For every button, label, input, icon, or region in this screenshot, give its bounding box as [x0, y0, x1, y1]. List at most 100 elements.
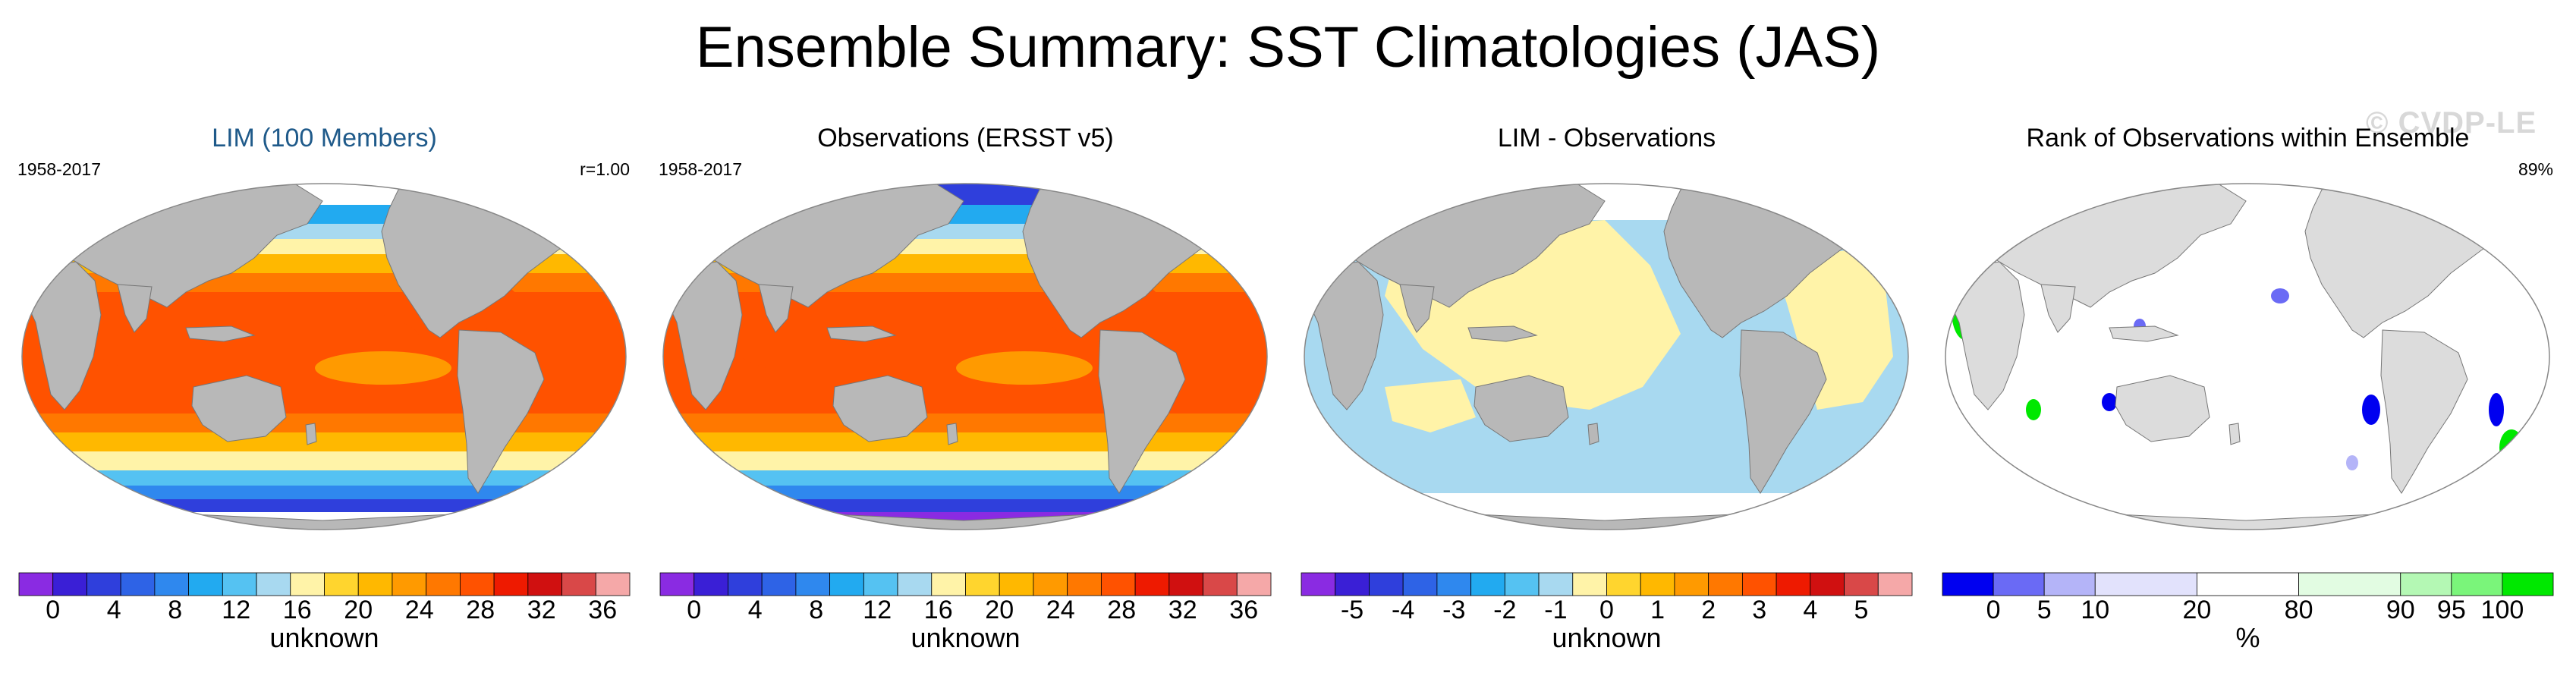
continent-indian-peninsula — [758, 284, 794, 333]
map-outline — [21, 183, 627, 530]
colorbar-swatch — [2043, 572, 2096, 596]
robinson-map — [4, 159, 645, 554]
colorbar-tick-label: 10 — [2081, 596, 2109, 622]
panel-title: LIM - Observations — [1497, 124, 1716, 152]
rank-anomaly — [2346, 455, 2358, 470]
colorbar-swatch — [694, 572, 728, 596]
colorbar-swatch — [1436, 572, 1472, 596]
colorbar: 0 5 10 20 80 90 95 100 — [1942, 572, 2554, 622]
colorbar-tick-label: 16 — [924, 596, 953, 622]
robinson-map — [1304, 183, 1909, 530]
colorbar-swatch — [1402, 572, 1438, 596]
colorbar-swatch — [1708, 572, 1743, 596]
continent-africa — [1948, 261, 2025, 410]
sst-band — [663, 432, 1267, 451]
colorbar-tick-label: 0 — [1986, 596, 2001, 622]
colorbar-tick-label: 3 — [1752, 596, 1766, 622]
sst-band — [663, 499, 1267, 512]
continent-new-zealand — [1587, 423, 1599, 445]
continent-new-zealand — [946, 423, 958, 445]
continent-australia — [1474, 375, 1569, 442]
colorbar-swatch — [527, 572, 562, 596]
colorbar-unit-label: unknown — [911, 622, 1021, 653]
colorbar-swatch — [1100, 572, 1136, 596]
colorbar-swatch — [52, 572, 87, 596]
colorbar-swatch — [86, 572, 121, 596]
continent-indonesia — [826, 325, 897, 342]
colorbar-swatch — [965, 572, 1000, 596]
continent-south-america — [1098, 329, 1186, 494]
colorbar-tick-label: -4 — [1392, 596, 1414, 622]
colorbar-tick-label: 20 — [985, 596, 1014, 622]
colorbar-swatch — [1369, 572, 1404, 596]
map-outline — [1945, 183, 2550, 530]
colorbar-tick-label: 28 — [466, 596, 495, 622]
rank-percent-label: 89% — [2518, 159, 2553, 179]
colorbar-tick-label: 4 — [1803, 596, 1817, 622]
colorbar-tick-label: 5 — [1854, 596, 1868, 622]
colorbar-swatch — [1810, 572, 1845, 596]
correlation-label: r=1.00 — [580, 159, 630, 179]
sst-band — [22, 184, 626, 205]
colorbar-swatch — [18, 572, 54, 596]
colorbar-tick-label: 8 — [809, 596, 823, 622]
sst-band — [663, 413, 1267, 432]
colorbar-swatch — [1606, 572, 1641, 596]
map-outline — [1304, 183, 1909, 530]
sst-band — [22, 499, 626, 512]
continent-africa — [1307, 261, 1384, 410]
colorbar-swatch — [761, 572, 797, 596]
colorbar-swatch — [795, 572, 831, 596]
sst-band — [4, 159, 645, 182]
colorbar-swatch — [1640, 572, 1675, 596]
colorbar-swatch — [659, 572, 695, 596]
colorbar: -5 -4 -3 -2 -1 0 1 2 3 4 5 — [1301, 572, 1913, 622]
panel-observations: Observations (ERSST v5) 1958-2017 0 4 8 12 1… — [645, 121, 1286, 675]
colorbar-swatch — [392, 572, 427, 596]
figure-title: Ensemble Summary: SST Climatologies (JAS… — [695, 15, 1881, 80]
sst-band — [663, 486, 1267, 499]
colorbar-swatch — [1993, 572, 2045, 596]
colorbar-tick-label: 2 — [1701, 596, 1716, 622]
colorbar-swatch — [829, 572, 864, 596]
continent-south-america — [457, 329, 545, 494]
continent-australia — [2115, 375, 2210, 442]
colorbar-swatch — [426, 572, 461, 596]
continent-africa — [24, 261, 102, 410]
colorbar-swatch — [222, 572, 257, 596]
colorbar-tick-label: 90 — [2386, 596, 2415, 622]
colorbar-swatch — [931, 572, 966, 596]
colorbar-tick-label: -2 — [1493, 596, 1516, 622]
sst-band — [22, 413, 626, 432]
colorbar-unit-label: unknown — [269, 622, 379, 653]
rank-anomaly — [2271, 288, 2289, 303]
colorbar-swatch — [324, 572, 359, 596]
colorbar-swatch — [493, 572, 529, 596]
colorbar-swatch — [2094, 572, 2197, 596]
continent-south-america — [1739, 329, 1827, 494]
diff-positive-atlantic — [1772, 250, 1893, 410]
colorbar-swatch — [2197, 572, 2299, 596]
rank-anomaly — [2102, 393, 2117, 411]
colorbar-tick-label: 24 — [1046, 596, 1075, 622]
colorbar-swatch — [154, 572, 190, 596]
colorbar-tick-label: -5 — [1341, 596, 1363, 622]
colorbar: 0 4 8 12 16 20 24 28 32 36 — [18, 572, 631, 622]
colorbar-tick-label: 12 — [863, 596, 892, 622]
continent-indonesia — [1467, 325, 1538, 342]
sst-band — [663, 205, 1267, 224]
continent-indian-peninsula — [1399, 284, 1435, 333]
panel-title: Observations (ERSST v5) — [817, 124, 1114, 152]
sst-band — [645, 531, 1286, 554]
colorbar-swatch — [1572, 572, 1607, 596]
continent-indian-peninsula — [2040, 284, 2076, 333]
colorbar-swatch — [1504, 572, 1540, 596]
continent-greenland — [466, 184, 545, 207]
colorbar-tick-label: 24 — [405, 596, 434, 622]
colorbar-swatch — [1203, 572, 1238, 596]
continent-indonesia — [2109, 325, 2179, 342]
cold-tongue — [315, 351, 451, 385]
sst-band — [4, 531, 645, 554]
colorbar-swatch — [1538, 572, 1574, 596]
colorbar-tick-label: 36 — [588, 596, 617, 622]
